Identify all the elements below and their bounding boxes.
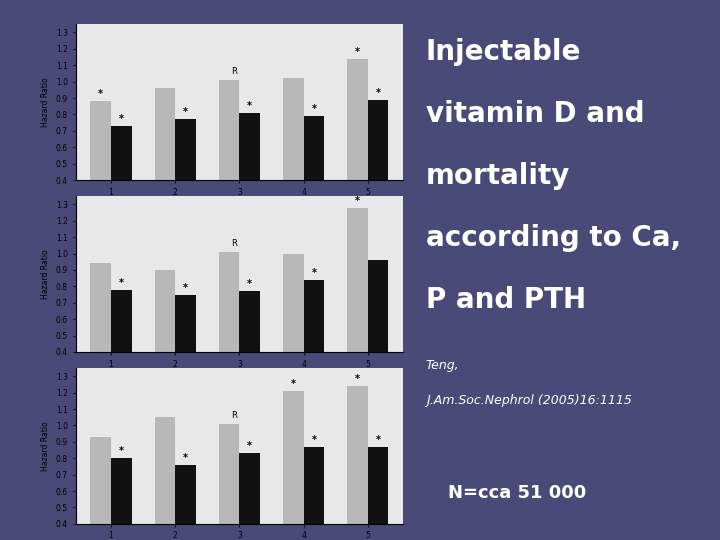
Text: Teng,: Teng,	[426, 359, 459, 372]
Text: *: *	[376, 435, 381, 445]
Bar	[219, 80, 239, 246]
Text: *: *	[247, 279, 252, 289]
Bar	[239, 453, 260, 540]
Bar	[368, 260, 388, 417]
Bar	[239, 113, 260, 246]
Text: J.Am.Soc.Nephrol (2005)16:1115: J.Am.Soc.Nephrol (2005)16:1115	[426, 394, 631, 407]
Text: *: *	[311, 104, 316, 114]
Text: *: *	[183, 282, 188, 293]
Y-axis label: Hazard Ratio: Hazard Ratio	[41, 77, 50, 127]
Text: R: R	[231, 239, 237, 248]
Bar	[368, 447, 388, 540]
Text: *: *	[119, 446, 124, 456]
Text: N=cca 51 000: N=cca 51 000	[448, 484, 586, 502]
Bar	[155, 417, 175, 540]
Text: *: *	[355, 47, 360, 57]
Bar	[111, 458, 132, 540]
Bar	[111, 126, 132, 246]
Bar	[304, 280, 324, 417]
Bar	[368, 100, 388, 246]
Text: *: *	[119, 278, 124, 288]
Bar	[175, 119, 196, 246]
Bar	[304, 447, 324, 540]
Bar	[283, 78, 304, 246]
Bar	[155, 88, 175, 246]
Bar	[347, 386, 368, 540]
Bar	[283, 254, 304, 417]
Text: *: *	[98, 89, 103, 99]
Bar	[219, 252, 239, 417]
Text: *: *	[119, 114, 124, 124]
Bar	[175, 294, 196, 417]
Bar	[219, 424, 239, 540]
Text: vitamin D and: vitamin D and	[426, 100, 644, 128]
Bar	[111, 289, 132, 417]
Text: according to Ca,: according to Ca,	[426, 224, 681, 252]
Bar	[91, 264, 111, 417]
Text: P and PTH: P and PTH	[426, 286, 586, 314]
Text: *: *	[183, 453, 188, 463]
X-axis label: Phosphorus Quintile: Phosphorus Quintile	[195, 374, 284, 383]
Bar	[155, 270, 175, 417]
Text: *: *	[376, 87, 381, 98]
Text: *: *	[247, 101, 252, 111]
Bar	[304, 116, 324, 246]
Y-axis label: Hazard Ratio: Hazard Ratio	[41, 249, 50, 299]
Text: *: *	[311, 268, 316, 278]
Text: *: *	[183, 107, 188, 117]
Text: *: *	[355, 195, 360, 206]
Y-axis label: Hazard Ratio: Hazard Ratio	[41, 421, 50, 471]
Bar	[347, 208, 368, 417]
Text: *: *	[355, 374, 360, 384]
Bar	[283, 391, 304, 540]
Text: *: *	[247, 441, 252, 451]
X-axis label: Calcium Quintile: Calcium Quintile	[204, 202, 275, 211]
Text: R: R	[231, 411, 237, 420]
Text: Injectable: Injectable	[426, 38, 581, 66]
Text: R: R	[231, 67, 237, 76]
Bar	[239, 291, 260, 417]
Bar	[347, 59, 368, 246]
Bar	[175, 465, 196, 540]
Text: *: *	[291, 379, 296, 389]
Bar	[91, 102, 111, 246]
Text: mortality: mortality	[426, 162, 570, 190]
Text: *: *	[311, 435, 316, 445]
Bar	[91, 437, 111, 540]
